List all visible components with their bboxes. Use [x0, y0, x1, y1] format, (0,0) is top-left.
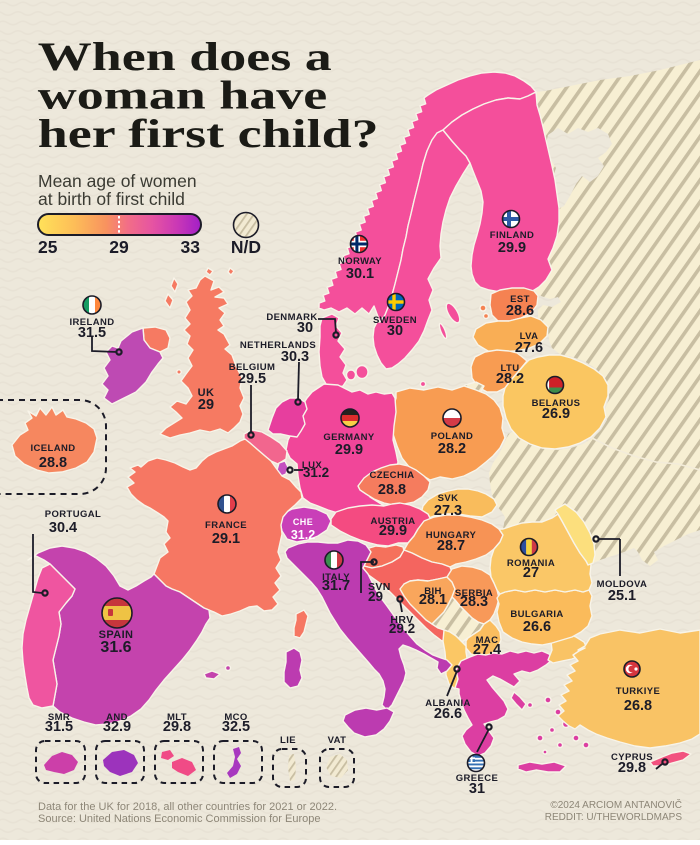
svg-text:28.1: 28.1 [419, 592, 447, 608]
svg-text:POLAND: POLAND [431, 431, 474, 442]
svg-text:©2024 ARCIOM ANTANOVIČ: ©2024 ARCIOM ANTANOVIČ [550, 798, 682, 811]
svg-text:28.2: 28.2 [438, 441, 466, 457]
svg-text:her first child?: her first child? [38, 112, 379, 156]
svg-text:30: 30 [297, 320, 313, 336]
svg-text:29.2: 29.2 [389, 621, 415, 636]
svg-text:28.8: 28.8 [378, 482, 406, 498]
svg-text:NETHERLANDS: NETHERLANDS [240, 340, 316, 351]
svg-text:LVA: LVA [520, 331, 539, 342]
svg-text:LTU: LTU [501, 363, 520, 374]
svg-text:BULGARIA: BULGARIA [510, 609, 563, 620]
svg-text:31.7: 31.7 [322, 578, 350, 594]
svg-text:SWEDEN: SWEDEN [373, 315, 417, 326]
svg-text:ROMANIA: ROMANIA [507, 558, 555, 569]
svg-text:29.8: 29.8 [163, 719, 191, 735]
svg-text:31.6: 31.6 [100, 639, 131, 656]
svg-text:Source: United Nations Economi: Source: United Nations Economic Commissi… [38, 813, 320, 825]
svg-text:30.1: 30.1 [346, 266, 374, 282]
svg-text:29.9: 29.9 [335, 442, 363, 458]
svg-text:29: 29 [198, 397, 214, 413]
svg-text:29.8: 29.8 [618, 760, 646, 776]
svg-text:When does a: When does a [38, 35, 332, 79]
svg-text:CZECHIA: CZECHIA [369, 470, 414, 481]
svg-text:HUNGARY: HUNGARY [426, 530, 477, 541]
svg-text:SVK: SVK [438, 493, 459, 504]
svg-text:CHE: CHE [293, 517, 313, 527]
svg-text:28.2: 28.2 [496, 371, 524, 387]
svg-text:NORWAY: NORWAY [338, 256, 382, 267]
svg-text:GERMANY: GERMANY [323, 432, 375, 443]
svg-text:AUSTRIA: AUSTRIA [370, 516, 415, 527]
svg-text:UK: UK [198, 387, 215, 399]
svg-text:SMR: SMR [48, 712, 70, 723]
svg-text:BELARUS: BELARUS [532, 398, 581, 409]
svg-text:29.1: 29.1 [212, 531, 240, 547]
svg-text:29.5: 29.5 [238, 371, 266, 387]
svg-text:27.3: 27.3 [434, 503, 462, 519]
svg-text:SPAIN: SPAIN [99, 629, 134, 641]
svg-text:DENMARK: DENMARK [266, 312, 317, 323]
svg-text:ITALY: ITALY [322, 572, 350, 583]
svg-text:31: 31 [469, 781, 485, 797]
svg-text:28.7: 28.7 [437, 538, 465, 554]
svg-text:TURKIYE: TURKIYE [616, 686, 661, 697]
svg-text:28.6: 28.6 [506, 303, 534, 319]
svg-text:27: 27 [523, 565, 539, 581]
svg-text:31.2: 31.2 [291, 528, 315, 542]
svg-text:GREECE: GREECE [456, 773, 499, 784]
svg-text:LUX: LUX [302, 460, 322, 471]
svg-text:30.3: 30.3 [281, 349, 309, 365]
svg-text:N/D: N/D [231, 237, 261, 257]
svg-text:26.9: 26.9 [542, 406, 570, 422]
svg-text:ICELAND: ICELAND [30, 443, 75, 454]
svg-text:29.9: 29.9 [379, 523, 407, 539]
svg-text:26.8: 26.8 [624, 698, 652, 714]
svg-text:LIE: LIE [280, 735, 296, 746]
svg-text:MAC: MAC [476, 635, 499, 646]
svg-text:MCO: MCO [224, 712, 247, 723]
svg-text:AND: AND [106, 712, 128, 723]
svg-text:SERBIA: SERBIA [455, 588, 493, 599]
svg-text:27.6: 27.6 [515, 340, 543, 356]
svg-text:30: 30 [387, 323, 403, 339]
svg-text:32.9: 32.9 [103, 719, 131, 735]
svg-text:VAT: VAT [328, 735, 347, 746]
svg-text:CYPRUS: CYPRUS [611, 752, 653, 763]
svg-text:Data for the UK for 2018, all: Data for the UK for 2018, all other coun… [38, 801, 337, 813]
svg-text:29: 29 [368, 589, 383, 604]
svg-text:25: 25 [38, 237, 58, 257]
svg-text:IRELAND: IRELAND [69, 317, 114, 328]
svg-text:MLT: MLT [167, 712, 187, 723]
svg-text:26.6: 26.6 [434, 706, 462, 722]
svg-text:PORTUGAL: PORTUGAL [45, 509, 102, 520]
svg-text:29.9: 29.9 [498, 240, 526, 256]
svg-text:28.8: 28.8 [39, 455, 67, 471]
svg-text:26.6: 26.6 [523, 619, 551, 635]
svg-text:EST: EST [510, 294, 530, 305]
svg-text:SVN: SVN [368, 581, 391, 593]
svg-text:33: 33 [181, 237, 201, 257]
svg-text:BIH: BIH [424, 586, 442, 597]
svg-text:MOLDOVA: MOLDOVA [597, 579, 648, 590]
svg-text:27.4: 27.4 [473, 642, 501, 658]
svg-text:woman have: woman have [38, 74, 327, 118]
svg-text:25.1: 25.1 [608, 588, 636, 604]
svg-text:BELGIUM: BELGIUM [229, 362, 276, 373]
svg-text:32.5: 32.5 [222, 719, 250, 735]
svg-text:Mean age of women: Mean age of women [38, 171, 197, 191]
svg-text:28.3: 28.3 [460, 594, 488, 610]
svg-text:31.5: 31.5 [45, 719, 73, 735]
svg-text:FRANCE: FRANCE [205, 520, 247, 531]
svg-text:HRV: HRV [390, 614, 413, 626]
svg-text:ALBANIA: ALBANIA [425, 698, 471, 709]
svg-text:31.2: 31.2 [303, 465, 329, 480]
svg-text:31.5: 31.5 [78, 325, 106, 341]
svg-text:REDDIT: U/THEWORLDMAPS: REDDIT: U/THEWORLDMAPS [545, 812, 683, 823]
svg-text:at birth of first child: at birth of first child [38, 189, 185, 209]
svg-text:FINLAND: FINLAND [490, 230, 535, 241]
svg-text:29: 29 [109, 237, 129, 257]
svg-text:30.4: 30.4 [49, 520, 77, 536]
